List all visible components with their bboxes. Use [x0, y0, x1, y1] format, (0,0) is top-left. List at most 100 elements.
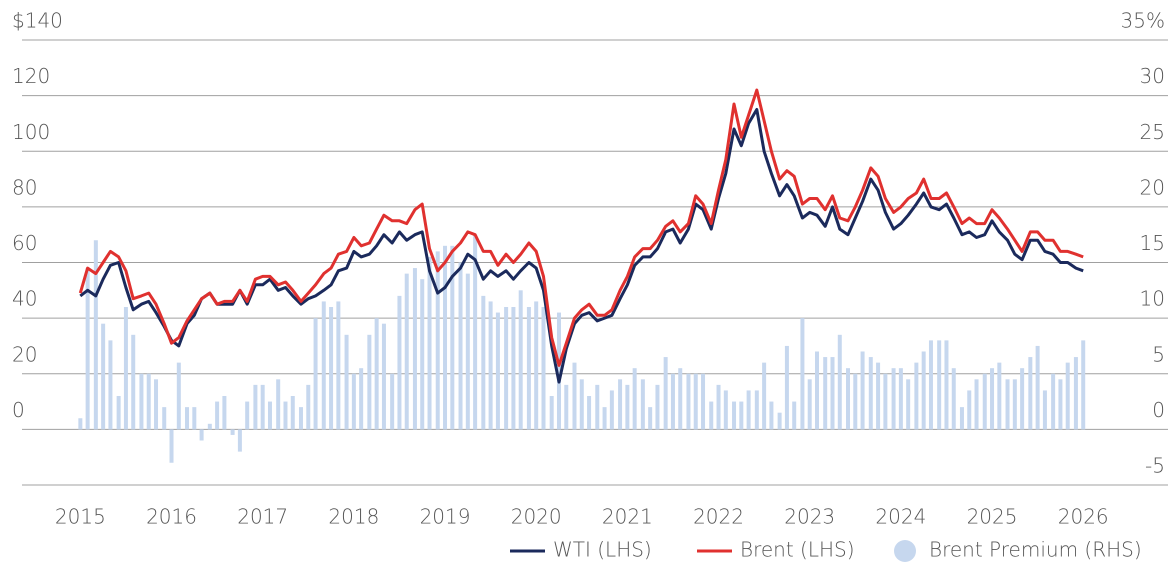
bar	[944, 340, 949, 430]
x-tick-label: 2022	[693, 505, 744, 529]
bar	[116, 396, 121, 430]
bar	[655, 384, 660, 430]
bar	[959, 407, 964, 430]
bar	[678, 368, 683, 430]
bar	[199, 429, 204, 441]
bar	[1081, 340, 1086, 430]
bar	[101, 323, 106, 430]
legend-label: Brent Premium (RHS)	[929, 538, 1142, 562]
bar	[495, 312, 500, 430]
bar	[267, 401, 272, 430]
bar	[602, 407, 607, 430]
bar	[260, 384, 265, 430]
bar	[928, 340, 933, 430]
bar	[663, 357, 668, 430]
x-tick-label: 2020	[511, 505, 562, 529]
bar	[549, 396, 554, 430]
y2-tick-label: 20	[1140, 175, 1165, 199]
bar	[313, 318, 318, 430]
x-tick-label: 2023	[784, 505, 835, 529]
bar	[769, 401, 774, 430]
bar	[906, 379, 911, 430]
bar	[473, 234, 478, 430]
y2-tick-label: 15	[1140, 231, 1165, 255]
bar	[390, 373, 395, 430]
bar	[359, 368, 364, 430]
bar	[883, 373, 888, 430]
bar	[458, 262, 463, 430]
bar	[686, 373, 691, 430]
y-tick-label: 120	[12, 64, 50, 88]
bar	[185, 407, 190, 430]
x-tick-label: 2018	[328, 505, 379, 529]
bar	[169, 429, 174, 463]
bar	[518, 290, 523, 430]
bar	[488, 301, 493, 430]
bar	[1058, 379, 1063, 430]
bar	[131, 334, 136, 430]
bar	[670, 373, 675, 430]
bar	[374, 318, 379, 430]
bar	[1035, 345, 1040, 430]
bar	[541, 307, 546, 430]
y2-tick-label: 10	[1140, 287, 1165, 311]
bar	[595, 384, 600, 430]
bar	[1012, 379, 1017, 430]
bar	[709, 401, 714, 430]
bar	[860, 351, 865, 430]
bar	[723, 390, 728, 430]
bar	[306, 384, 311, 430]
legend-label: Brent (LHS)	[740, 538, 855, 562]
bar	[253, 384, 258, 430]
bar	[853, 373, 858, 430]
bar	[1020, 368, 1025, 430]
bar	[951, 368, 956, 430]
bar	[830, 357, 835, 430]
bar	[146, 373, 151, 430]
y-tick-label: 60	[12, 231, 37, 255]
bar	[526, 307, 531, 430]
bar	[640, 379, 645, 430]
bar	[344, 334, 349, 430]
bar	[701, 373, 706, 430]
bar	[587, 396, 592, 430]
bar	[283, 401, 288, 430]
legend-label: WTI (LHS)	[553, 538, 652, 562]
bar	[937, 340, 942, 430]
bar	[162, 407, 167, 430]
bar	[215, 401, 220, 430]
bar	[716, 384, 721, 430]
legend-marker	[894, 540, 916, 562]
bar	[1005, 379, 1010, 430]
bar	[534, 301, 539, 430]
bar	[632, 368, 637, 430]
bar	[276, 379, 281, 430]
bar	[648, 407, 653, 430]
y2-tick-label: 35%	[1121, 9, 1165, 33]
bar	[967, 390, 972, 430]
bar	[579, 379, 584, 430]
bar	[876, 362, 881, 430]
bar	[139, 373, 144, 430]
bar	[754, 390, 759, 430]
bar	[693, 373, 698, 430]
bar	[777, 412, 782, 430]
bar	[1073, 357, 1078, 430]
bar	[237, 429, 242, 452]
bar	[739, 401, 744, 430]
bar	[85, 268, 90, 430]
bar	[792, 401, 797, 430]
bar	[845, 368, 850, 430]
y-tick-label: 40	[12, 287, 37, 311]
bar	[298, 407, 303, 430]
bar	[336, 301, 341, 430]
bar	[990, 368, 995, 430]
line	[78, 88, 1084, 367]
bar	[450, 245, 455, 430]
bar	[427, 256, 432, 430]
bar	[609, 390, 614, 430]
bar	[93, 240, 98, 430]
bar	[351, 373, 356, 430]
bar	[982, 373, 987, 430]
